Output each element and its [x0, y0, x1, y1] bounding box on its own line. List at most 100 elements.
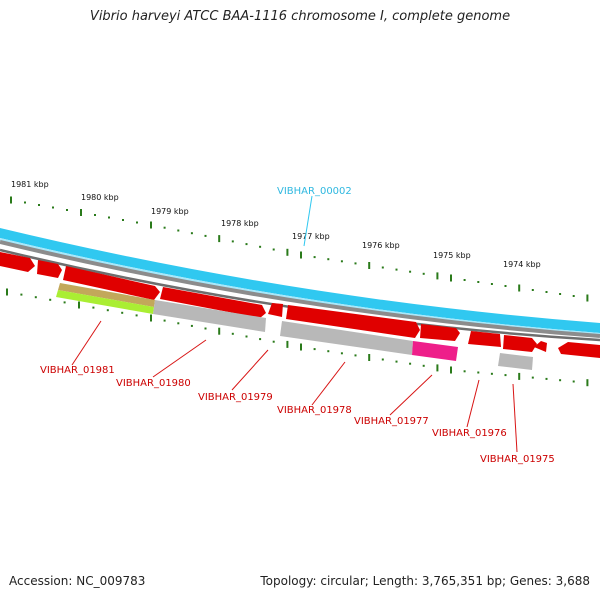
scale-tick-minor — [122, 219, 124, 221]
scale-tick-minor — [327, 258, 330, 261]
gene-arrow — [286, 305, 420, 338]
feature-magenta — [412, 341, 458, 361]
gene-arrow — [0, 252, 35, 272]
gene-labels: VIBHAR_01981 VIBHAR_01980 VIBHAR_01979 V… — [40, 365, 555, 465]
scale-tick-minor — [245, 243, 248, 246]
scale-tick-minor — [477, 371, 480, 374]
scale-tick-minor — [34, 296, 37, 299]
scale-tick-minor — [354, 354, 357, 357]
scale-tick-minor — [490, 372, 493, 375]
scale-tick-minor — [477, 281, 480, 283]
scale-tick-minor — [177, 229, 180, 232]
scale-label-1980: 1980 kbp — [81, 193, 119, 202]
scale-tick-minor — [490, 283, 493, 285]
feature-gray — [280, 321, 413, 355]
scale-tick-minor — [24, 201, 26, 204]
scale-tick-major — [518, 372, 521, 380]
scale-tick-minor — [504, 374, 507, 377]
label-leader — [152, 339, 207, 378]
scale-tick-minor — [572, 380, 575, 383]
label-leader — [466, 379, 480, 428]
scale-tick-minor — [545, 291, 548, 293]
gene-arrow — [420, 324, 460, 341]
scale-tick-minor — [463, 279, 466, 281]
scale-tick-major — [450, 274, 452, 282]
feature-bars — [56, 283, 533, 370]
label-leader-vibhar-00002 — [303, 195, 313, 247]
scale-tick-major — [78, 301, 80, 309]
scale-tick-minor — [504, 285, 507, 287]
scale-label-1977: 1977 kbp — [292, 232, 330, 241]
scale-tick-major — [300, 251, 302, 259]
gene-label-vibhar-01976: VIBHAR_01976 — [432, 428, 507, 439]
scale-tick-minor — [204, 234, 207, 237]
scale-tick-minor — [94, 214, 96, 216]
gene-arrow — [268, 303, 283, 317]
scale-tick-minor — [177, 322, 180, 325]
scale-tick-minor — [381, 358, 384, 361]
scale-tick-minor — [340, 352, 343, 355]
feature-olive — [58, 283, 155, 307]
scale-tick-minor — [395, 268, 398, 271]
scale-label-1978: 1978 kbp — [221, 219, 259, 228]
gene-arrow — [558, 342, 600, 358]
scale-tick-major — [450, 366, 452, 374]
scale-label-1981: 1981 kbp — [11, 180, 49, 189]
scale-tick-minor — [163, 319, 166, 322]
scale-tick-minor — [121, 311, 124, 314]
scale-tick-minor — [422, 364, 425, 367]
scale-tick-minor — [313, 348, 316, 351]
scale-tick-minor — [409, 270, 412, 273]
scale-tick-major — [80, 209, 82, 216]
scale-tick-minor — [272, 248, 275, 251]
gene-label-vibhar-01979: VIBHAR_01979 — [198, 392, 273, 403]
outer-scale-ticks — [10, 196, 589, 302]
scale-tick-minor — [259, 245, 262, 248]
scale-tick-minor — [245, 335, 248, 338]
scale-tick-major — [286, 248, 289, 256]
scale-tick-minor — [259, 338, 262, 341]
genome-stats-text: Topology: circular; Length: 3,765,351 bp… — [260, 574, 590, 588]
scale-tick-major — [300, 343, 302, 351]
map-title: Vibrio harveyi ATCC BAA-1116 chromosome … — [89, 9, 511, 24]
scale-tick-minor — [272, 340, 275, 343]
scale-tick-minor — [531, 289, 534, 291]
gene-label-vibhar-01980: VIBHAR_01980 — [116, 378, 191, 389]
scale-tick-major — [6, 288, 8, 296]
accession-text: Accession: NC_009783 — [9, 574, 146, 588]
scale-tick-minor — [190, 232, 193, 235]
label-leader — [512, 383, 518, 453]
scale-tick-minor — [231, 240, 234, 243]
gene-label-vibhar-01975: VIBHAR_01975 — [480, 454, 555, 465]
scale-tick-minor — [163, 226, 166, 229]
scale-tick-minor — [340, 260, 343, 263]
gene-label-vibhar-01978: VIBHAR_01978 — [277, 405, 352, 416]
scale-tick-minor — [395, 360, 398, 363]
feature-gray — [153, 300, 266, 332]
feature-lime — [56, 290, 154, 314]
scale-tick-major — [218, 235, 221, 243]
scale-tick-major — [368, 354, 371, 361]
gene-label-leaders — [71, 320, 518, 453]
scale-tick-major — [436, 272, 439, 280]
gene-label-vibhar-01977: VIBHAR_01977 — [354, 416, 429, 427]
gene-arrow — [63, 266, 160, 300]
scale-tick-minor — [463, 370, 466, 373]
scale-tick-minor — [559, 293, 562, 295]
label-leader — [311, 361, 346, 406]
scale-tick-minor — [381, 266, 384, 269]
scale-tick-major — [586, 294, 589, 302]
scale-tick-minor — [135, 314, 138, 317]
gene-arrow — [468, 331, 501, 347]
gene-arrow — [37, 260, 62, 278]
scale-tick-minor — [63, 301, 66, 304]
scale-tick-minor — [190, 324, 193, 327]
scale-tick-minor — [559, 379, 562, 382]
scale-tick-minor — [531, 376, 534, 379]
selected-gene-band — [0, 228, 600, 333]
scale-label-1976: 1976 kbp — [362, 241, 400, 250]
scale-tick-major — [150, 221, 152, 229]
inner-scale-ticks — [6, 288, 589, 387]
scale-label-1979: 1979 kbp — [151, 207, 189, 216]
